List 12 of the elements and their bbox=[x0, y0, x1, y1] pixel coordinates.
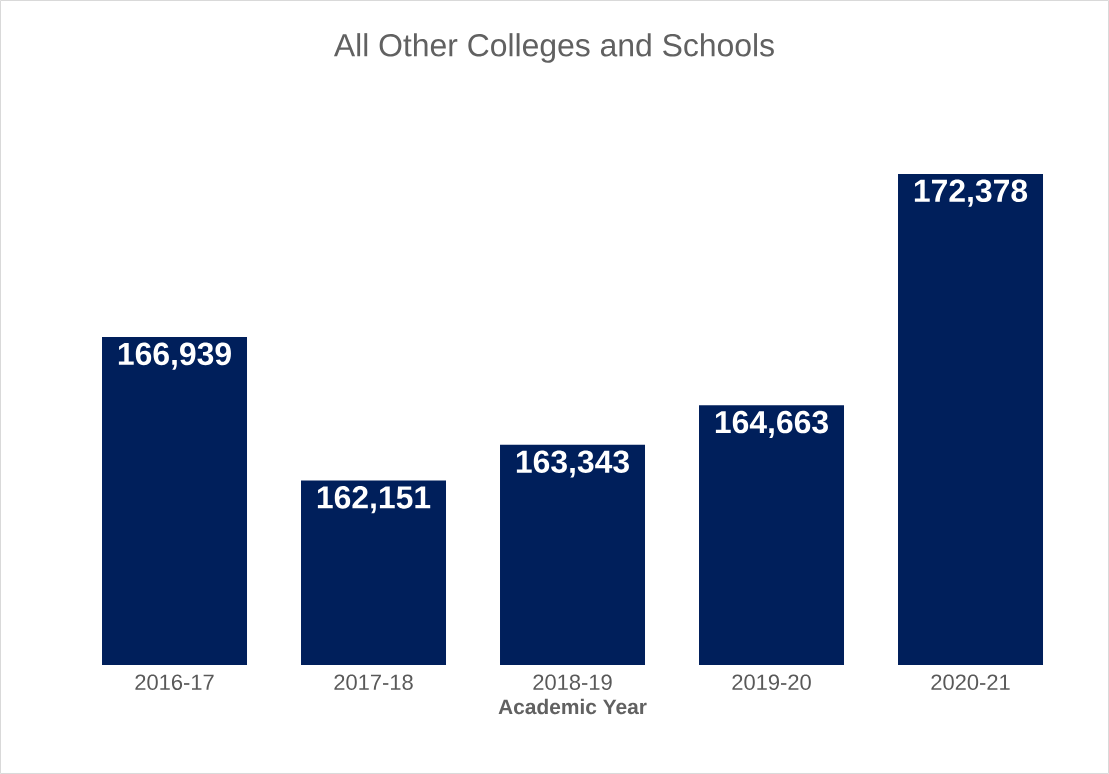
x-axis-title: Academic Year bbox=[498, 698, 647, 715]
x-tick-label: 2017-18 bbox=[334, 674, 413, 691]
data-label: 162,151 bbox=[317, 486, 431, 514]
x-tick-label: 2019-20 bbox=[732, 674, 811, 691]
data-label: 166,939 bbox=[118, 342, 231, 370]
x-tick-label: 2016-17 bbox=[135, 674, 214, 691]
chart-title: All Other Colleges and Schools bbox=[333, 33, 774, 63]
data-label: 163,343 bbox=[516, 450, 629, 478]
x-tick-label: 2020-21 bbox=[931, 674, 1010, 691]
data-label: 164,663 bbox=[715, 410, 828, 438]
x-tick-label: 2018-19 bbox=[533, 674, 612, 691]
data-label: 172,378 bbox=[914, 179, 1028, 207]
